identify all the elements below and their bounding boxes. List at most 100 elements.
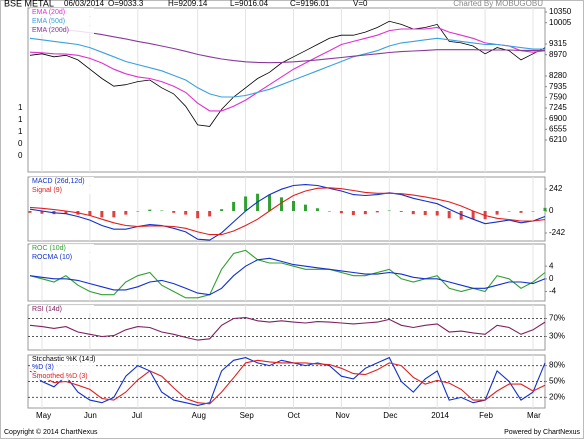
histogram-bar — [363, 211, 367, 215]
date: 06/03/2014 — [64, 0, 105, 8]
histogram-bar — [244, 196, 248, 211]
series-line — [29, 356, 546, 406]
x-tick-label: Oct — [287, 411, 300, 420]
series-line — [29, 257, 546, 296]
y-tick-label: 0 — [549, 274, 554, 283]
legend-bg — [30, 372, 94, 380]
legend-entry: EMA (50d) — [32, 18, 65, 25]
y-tick-label: 9315 — [549, 39, 567, 48]
left-label: 0 — [18, 151, 23, 160]
y-tick-label: 10350 — [549, 7, 572, 16]
y-tick-label: 8970 — [549, 50, 567, 59]
histogram-bar — [303, 204, 307, 211]
roc-pane — [27, 243, 546, 302]
histogram-bar — [100, 211, 104, 218]
credit: Charted By MOBUGOBU — [453, 0, 543, 8]
series-line — [29, 26, 545, 64]
series-line — [29, 37, 545, 98]
histogram-bar — [64, 211, 68, 214]
series-line — [29, 359, 546, 405]
histogram-bar — [28, 211, 32, 213]
histogram-bar — [387, 210, 391, 212]
series-line — [29, 187, 546, 236]
legend-entry: ROCMA (10) — [32, 254, 72, 261]
left-label: 1 — [18, 127, 23, 136]
histogram-bar — [495, 211, 499, 215]
histogram-bar — [172, 211, 176, 213]
x-tick-label: Feb — [479, 411, 493, 420]
x-tick-label: Aug — [192, 411, 206, 420]
y-tick-label: 8280 — [549, 71, 567, 80]
legend-entry: MACD (26d,12d) — [32, 178, 85, 185]
y-tick-label: 30% — [549, 332, 565, 341]
legend-entry: %D (3) — [32, 364, 54, 371]
y-tick-label: 10005 — [549, 18, 572, 27]
histogram-bar — [447, 211, 451, 219]
histogram-bar — [268, 194, 272, 211]
y-tick-label: 0 — [549, 206, 554, 215]
y-tick-label: 80% — [549, 361, 565, 370]
histogram-bar — [459, 211, 463, 220]
rsi-pane — [27, 304, 546, 351]
legend-bg — [30, 177, 94, 185]
legend-entry: EMA (20d) — [32, 9, 65, 16]
y-tick-label: 6900 — [549, 114, 567, 123]
left-label: 1 — [18, 103, 23, 112]
series-line — [29, 20, 546, 127]
x-tick-label: Nov — [335, 411, 349, 420]
legend-entry: ROC (10d) — [32, 245, 66, 252]
ohlc: H=9209.14 — [168, 0, 208, 8]
y-tick-label: 242 — [549, 184, 563, 193]
series-line — [29, 249, 546, 299]
histogram-bar — [291, 201, 295, 211]
series-line — [29, 317, 546, 341]
ohlc: O=9033.3 — [108, 0, 144, 8]
histogram-bar — [435, 211, 439, 216]
stoch-title: Stochastic %K (14d) — [32, 356, 95, 363]
legend-bg — [30, 17, 94, 25]
series-line — [29, 184, 546, 241]
histogram-bar — [208, 211, 212, 217]
x-tick-label: Dec — [383, 411, 397, 420]
histogram-bar — [136, 211, 140, 212]
y-tick-label: 20% — [549, 393, 565, 402]
histogram-bar — [375, 211, 379, 213]
histogram-bar — [184, 211, 188, 215]
footer-right: Powered by ChartNexus — [504, 429, 580, 436]
histogram-bar — [519, 211, 523, 213]
legend-entry: EMA (200d) — [32, 27, 69, 34]
histogram-bar — [124, 211, 128, 215]
ohlc: V=0 — [353, 0, 368, 8]
y-tick-label: 7245 — [549, 103, 567, 112]
histogram-bar — [88, 211, 92, 216]
left-label: 1 — [18, 115, 23, 124]
histogram-bar — [112, 211, 116, 218]
y-tick-label: 6210 — [549, 135, 567, 144]
series-line — [29, 26, 546, 112]
histogram-bar — [280, 197, 284, 211]
histogram-bar — [196, 211, 200, 219]
legend-bg — [30, 253, 94, 261]
x-tick-label: Jun — [84, 411, 97, 420]
y-tick-label: 50% — [549, 377, 565, 386]
histogram-bar — [40, 211, 44, 214]
y-tick-label: 7935 — [549, 82, 567, 91]
legend-entry: Smoothed %D (3) — [32, 373, 88, 380]
y-tick-label: 4 — [549, 261, 554, 270]
x-tick-label: May — [36, 411, 51, 420]
legend-bg — [30, 8, 94, 16]
y-tick-label: 70% — [549, 314, 565, 323]
histogram-bar — [160, 210, 164, 212]
histogram-bar — [411, 211, 415, 215]
histogram-bar — [471, 211, 475, 220]
x-tick-label: Mar — [527, 411, 541, 420]
y-tick-label: 7590 — [549, 92, 567, 101]
legend-bg — [30, 186, 94, 194]
x-tick-label: 2014 — [431, 411, 449, 420]
histogram-bar — [148, 209, 152, 211]
y-tick-label: -4 — [549, 287, 557, 296]
y-tick-label: -242 — [549, 228, 566, 237]
histogram-bar — [543, 207, 547, 211]
price-pane — [27, 7, 546, 173]
